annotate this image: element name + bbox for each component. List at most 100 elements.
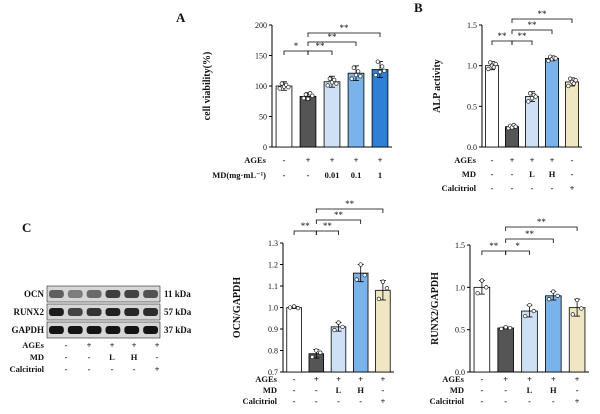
data-point bbox=[574, 297, 580, 303]
bar bbox=[275, 85, 293, 148]
condition-value: - bbox=[511, 169, 514, 179]
significance-bracket bbox=[505, 250, 530, 255]
condition-value: - bbox=[337, 396, 340, 406]
condition-value: - bbox=[531, 183, 534, 193]
condition-value: + bbox=[575, 374, 580, 384]
y-tick-label: 50 bbox=[259, 113, 267, 122]
data-point bbox=[351, 65, 356, 70]
condition-value: + bbox=[510, 155, 515, 165]
blot-size-label: 11 kDa bbox=[164, 289, 191, 299]
significance-bracket bbox=[307, 50, 333, 55]
condition-value: L bbox=[529, 169, 535, 179]
condition-value: L bbox=[336, 385, 342, 395]
condition-value: - bbox=[551, 183, 554, 193]
condition-value: - bbox=[111, 364, 114, 374]
data-point bbox=[384, 286, 390, 291]
significance-bracket bbox=[481, 250, 507, 255]
blot-band bbox=[49, 308, 64, 316]
blot-band bbox=[105, 308, 121, 316]
bar bbox=[299, 95, 317, 148]
significance-bracket bbox=[307, 41, 357, 46]
data-point bbox=[356, 69, 361, 74]
data-point bbox=[377, 69, 383, 75]
data-point bbox=[493, 61, 498, 67]
condition-value: + bbox=[155, 340, 160, 350]
condition-value: + bbox=[530, 155, 535, 165]
significance-label: ** bbox=[528, 20, 538, 30]
blot-band bbox=[49, 290, 64, 298]
data-point bbox=[529, 96, 535, 101]
blot-band bbox=[124, 290, 140, 298]
bar bbox=[545, 295, 562, 373]
y-tick-label: 1.2 bbox=[268, 261, 278, 270]
blot-band bbox=[143, 308, 158, 316]
condition-label: MD bbox=[30, 352, 44, 362]
condition-value: - bbox=[283, 170, 286, 180]
data-point bbox=[488, 60, 493, 65]
condition-value: + bbox=[336, 374, 341, 384]
significance-bracket bbox=[293, 230, 317, 235]
blot-band bbox=[49, 326, 64, 334]
data-point bbox=[286, 85, 291, 90]
bar bbox=[352, 272, 369, 373]
data-point bbox=[382, 68, 387, 73]
data-point bbox=[277, 86, 282, 91]
data-point bbox=[332, 327, 337, 333]
condition-value: + bbox=[380, 374, 385, 384]
condition-label: Calcitriol bbox=[430, 396, 465, 406]
y-tick-label: 0.0 bbox=[467, 143, 477, 152]
blot-band bbox=[67, 290, 83, 298]
y-tick-label: 1.0 bbox=[467, 62, 477, 71]
blot-band bbox=[143, 290, 158, 298]
data-point bbox=[279, 81, 284, 86]
data-point bbox=[503, 324, 508, 330]
data-point bbox=[573, 78, 578, 83]
condition-value: + bbox=[132, 340, 137, 350]
data-point bbox=[475, 291, 480, 296]
condition-value: - bbox=[576, 385, 579, 395]
significance-bracket bbox=[505, 238, 554, 243]
condition-value: + bbox=[330, 155, 335, 165]
significance-label: ** bbox=[525, 229, 535, 239]
data-point bbox=[358, 74, 363, 79]
data-point bbox=[380, 64, 385, 69]
condition-label: Calcitriol bbox=[10, 364, 45, 374]
condition-label: MD(mg·mL⁻¹) bbox=[212, 170, 266, 180]
significance-bracket bbox=[491, 40, 513, 45]
data-point bbox=[555, 293, 560, 298]
panel-label-a: A bbox=[176, 10, 186, 25]
data-point bbox=[295, 305, 301, 311]
significance-bracket bbox=[511, 29, 553, 34]
condition-label: MD bbox=[450, 385, 464, 395]
data-point bbox=[349, 76, 354, 81]
y-tick-label: 150 bbox=[255, 52, 267, 61]
blot-band bbox=[67, 326, 83, 334]
significance-bracket bbox=[505, 226, 578, 231]
data-point bbox=[287, 305, 293, 310]
significance-label: ** bbox=[316, 41, 326, 51]
y-axis-label: OCN/GAPDH bbox=[232, 277, 243, 338]
condition-value: - bbox=[528, 396, 531, 406]
significance-bracket bbox=[315, 219, 362, 224]
data-point bbox=[553, 56, 558, 61]
condition-value: - bbox=[571, 155, 574, 165]
condition-value: + bbox=[354, 155, 359, 165]
condition-value: + bbox=[380, 396, 385, 406]
y-tick-label: 0.5 bbox=[455, 326, 465, 335]
significance-label: ** bbox=[301, 221, 311, 231]
significance-label: ** bbox=[489, 241, 499, 251]
significance-bracket bbox=[307, 32, 381, 37]
bar bbox=[568, 307, 586, 373]
condition-value: 1 bbox=[378, 170, 382, 180]
condition-value: - bbox=[504, 385, 507, 395]
bar bbox=[565, 81, 580, 148]
data-point bbox=[528, 91, 533, 96]
blot-band bbox=[143, 326, 158, 334]
data-point bbox=[325, 83, 330, 88]
y-tick-label: 1.5 bbox=[467, 21, 477, 30]
blot-protein-label: GAPDH bbox=[12, 325, 45, 335]
data-point bbox=[362, 273, 367, 278]
significance-label: ** bbox=[323, 221, 333, 231]
